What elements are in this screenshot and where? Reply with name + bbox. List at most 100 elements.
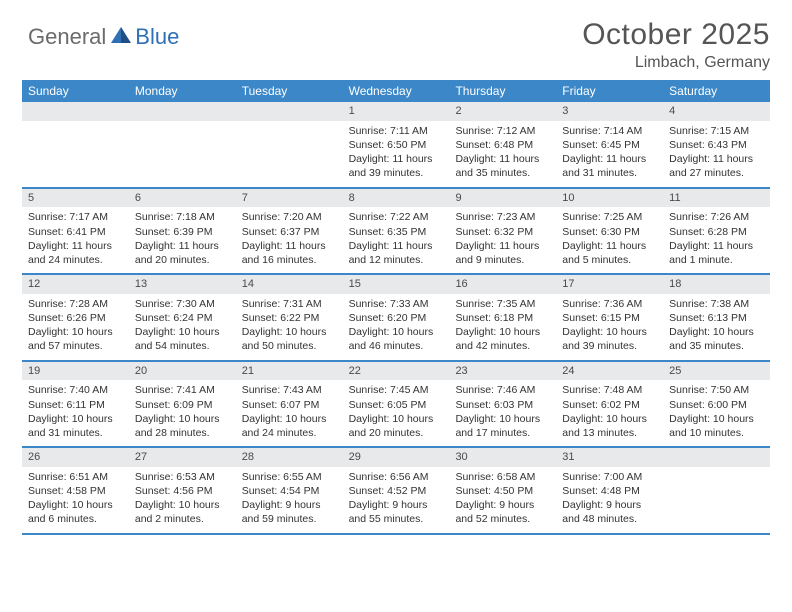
weeks-container: 1Sunrise: 7:11 AMSunset: 6:50 PMDaylight…: [22, 102, 770, 535]
day-cell: 28Sunrise: 6:55 AMSunset: 4:54 PMDayligh…: [236, 448, 343, 533]
day-number: 30: [449, 448, 556, 467]
day-body: Sunrise: 7:28 AMSunset: 6:26 PMDaylight:…: [22, 294, 129, 360]
day2-text: and 28 minutes.: [135, 426, 230, 440]
day2-text: and 55 minutes.: [349, 512, 444, 526]
day-body: Sunrise: 6:58 AMSunset: 4:50 PMDaylight:…: [449, 467, 556, 533]
sunrise-text: Sunrise: 6:51 AM: [28, 470, 123, 484]
sunrise-text: Sunrise: 6:55 AM: [242, 470, 337, 484]
day1-text: Daylight: 10 hours: [28, 325, 123, 339]
sunrise-text: Sunrise: 7:26 AM: [669, 210, 764, 224]
day-cell: 26Sunrise: 6:51 AMSunset: 4:58 PMDayligh…: [22, 448, 129, 533]
sunset-text: Sunset: 4:50 PM: [455, 484, 550, 498]
day1-text: Daylight: 10 hours: [28, 412, 123, 426]
day2-text: and 13 minutes.: [562, 426, 657, 440]
day2-text: and 12 minutes.: [349, 253, 444, 267]
day-cell: 8Sunrise: 7:22 AMSunset: 6:35 PMDaylight…: [343, 189, 450, 274]
day-number: 11: [663, 189, 770, 208]
day-body: Sunrise: 7:41 AMSunset: 6:09 PMDaylight:…: [129, 380, 236, 446]
sunrise-text: Sunrise: 6:53 AM: [135, 470, 230, 484]
day-body: Sunrise: 7:35 AMSunset: 6:18 PMDaylight:…: [449, 294, 556, 360]
sunrise-text: Sunrise: 7:11 AM: [349, 124, 444, 138]
day2-text: and 48 minutes.: [562, 512, 657, 526]
sunrise-text: Sunrise: 7:38 AM: [669, 297, 764, 311]
day-cell: 2Sunrise: 7:12 AMSunset: 6:48 PMDaylight…: [449, 102, 556, 187]
day2-text: and 10 minutes.: [669, 426, 764, 440]
week-row: 1Sunrise: 7:11 AMSunset: 6:50 PMDaylight…: [22, 102, 770, 189]
day-body: Sunrise: 7:46 AMSunset: 6:03 PMDaylight:…: [449, 380, 556, 446]
location: Limbach, Germany: [582, 54, 770, 72]
day-number: 14: [236, 275, 343, 294]
day2-text: and 1 minute.: [669, 253, 764, 267]
day-body: Sunrise: 7:15 AMSunset: 6:43 PMDaylight:…: [663, 121, 770, 187]
day-number: 25: [663, 362, 770, 381]
sunset-text: Sunset: 6:37 PM: [242, 225, 337, 239]
day-cell: 16Sunrise: 7:35 AMSunset: 6:18 PMDayligh…: [449, 275, 556, 360]
sunrise-text: Sunrise: 7:46 AM: [455, 383, 550, 397]
day-cell: [663, 448, 770, 533]
day-number: 29: [343, 448, 450, 467]
day1-text: Daylight: 10 hours: [669, 412, 764, 426]
day1-text: Daylight: 10 hours: [562, 325, 657, 339]
day1-text: Daylight: 11 hours: [242, 239, 337, 253]
day-cell: 3Sunrise: 7:14 AMSunset: 6:45 PMDaylight…: [556, 102, 663, 187]
day-number: [129, 102, 236, 121]
day1-text: Daylight: 10 hours: [242, 325, 337, 339]
day-cell: 23Sunrise: 7:46 AMSunset: 6:03 PMDayligh…: [449, 362, 556, 447]
sunset-text: Sunset: 6:05 PM: [349, 398, 444, 412]
day-cell: 19Sunrise: 7:40 AMSunset: 6:11 PMDayligh…: [22, 362, 129, 447]
day2-text: and 6 minutes.: [28, 512, 123, 526]
sunset-text: Sunset: 6:09 PM: [135, 398, 230, 412]
sunrise-text: Sunrise: 7:31 AM: [242, 297, 337, 311]
day-body: Sunrise: 7:48 AMSunset: 6:02 PMDaylight:…: [556, 380, 663, 446]
logo: General Blue: [28, 24, 179, 50]
day-number: 28: [236, 448, 343, 467]
day2-text: and 54 minutes.: [135, 339, 230, 353]
day-body: Sunrise: 7:17 AMSunset: 6:41 PMDaylight:…: [22, 207, 129, 273]
week-row: 26Sunrise: 6:51 AMSunset: 4:58 PMDayligh…: [22, 448, 770, 535]
day1-text: Daylight: 11 hours: [669, 152, 764, 166]
day2-text: and 17 minutes.: [455, 426, 550, 440]
day-cell: 4Sunrise: 7:15 AMSunset: 6:43 PMDaylight…: [663, 102, 770, 187]
day-header-tuesday: Tuesday: [236, 80, 343, 102]
sunrise-text: Sunrise: 7:36 AM: [562, 297, 657, 311]
sunset-text: Sunset: 6:00 PM: [669, 398, 764, 412]
day-number: 2: [449, 102, 556, 121]
day2-text: and 39 minutes.: [562, 339, 657, 353]
sunrise-text: Sunrise: 7:22 AM: [349, 210, 444, 224]
day-number: 31: [556, 448, 663, 467]
day-cell: 12Sunrise: 7:28 AMSunset: 6:26 PMDayligh…: [22, 275, 129, 360]
sunset-text: Sunset: 6:45 PM: [562, 138, 657, 152]
sunset-text: Sunset: 6:13 PM: [669, 311, 764, 325]
day-number: 1: [343, 102, 450, 121]
day2-text: and 46 minutes.: [349, 339, 444, 353]
sunrise-text: Sunrise: 7:48 AM: [562, 383, 657, 397]
day-number: 26: [22, 448, 129, 467]
day-number: [236, 102, 343, 121]
day-body: Sunrise: 7:23 AMSunset: 6:32 PMDaylight:…: [449, 207, 556, 273]
day-number: 9: [449, 189, 556, 208]
day-body: Sunrise: 6:51 AMSunset: 4:58 PMDaylight:…: [22, 467, 129, 533]
day-header-friday: Friday: [556, 80, 663, 102]
day2-text: and 9 minutes.: [455, 253, 550, 267]
day-cell: 10Sunrise: 7:25 AMSunset: 6:30 PMDayligh…: [556, 189, 663, 274]
day2-text: and 57 minutes.: [28, 339, 123, 353]
month-year: October 2025: [582, 18, 770, 52]
day-cell: 7Sunrise: 7:20 AMSunset: 6:37 PMDaylight…: [236, 189, 343, 274]
day2-text: and 31 minutes.: [28, 426, 123, 440]
day1-text: Daylight: 11 hours: [28, 239, 123, 253]
day1-text: Daylight: 9 hours: [349, 498, 444, 512]
sunset-text: Sunset: 4:56 PM: [135, 484, 230, 498]
week-row: 5Sunrise: 7:17 AMSunset: 6:41 PMDaylight…: [22, 189, 770, 276]
day2-text: and 52 minutes.: [455, 512, 550, 526]
sunset-text: Sunset: 4:52 PM: [349, 484, 444, 498]
sunset-text: Sunset: 6:30 PM: [562, 225, 657, 239]
sunrise-text: Sunrise: 7:43 AM: [242, 383, 337, 397]
day-cell: 30Sunrise: 6:58 AMSunset: 4:50 PMDayligh…: [449, 448, 556, 533]
sunrise-text: Sunrise: 7:41 AM: [135, 383, 230, 397]
day1-text: Daylight: 10 hours: [349, 325, 444, 339]
day1-text: Daylight: 11 hours: [349, 239, 444, 253]
day2-text: and 20 minutes.: [135, 253, 230, 267]
day2-text: and 31 minutes.: [562, 166, 657, 180]
sunset-text: Sunset: 6:28 PM: [669, 225, 764, 239]
sunset-text: Sunset: 6:02 PM: [562, 398, 657, 412]
